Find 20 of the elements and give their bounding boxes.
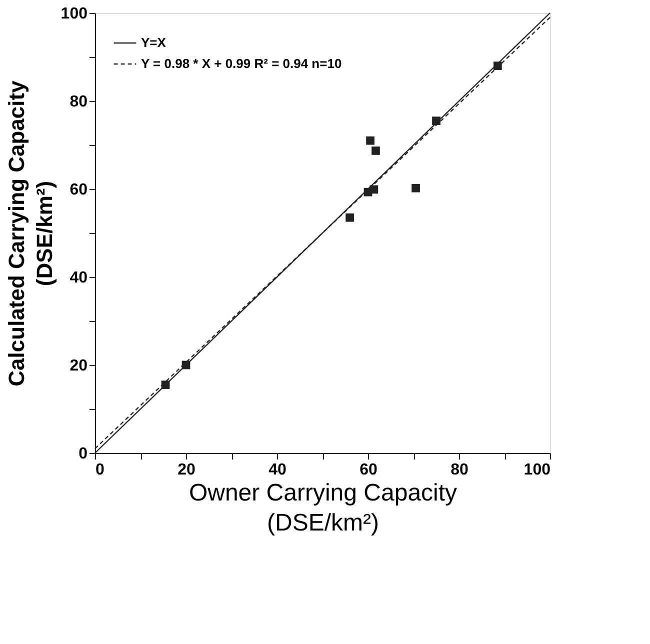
x-tick-label: 20 [178, 462, 196, 478]
point [346, 213, 354, 222]
x-tick-label: 0 [96, 462, 104, 478]
point [372, 146, 380, 155]
legend-label: Y=X [141, 35, 166, 50]
x-tick-label: 40 [268, 462, 286, 478]
y-axis-title: Calculated Carrying Capacity (DSE/km²) [4, 80, 57, 386]
y-tick-label: 80 [70, 94, 88, 110]
y-tick-label: 40 [70, 270, 88, 286]
x-tick-label: 100 [524, 462, 551, 478]
y-tick-label: 20 [70, 358, 88, 374]
x-tick-label: 80 [450, 462, 468, 478]
y-tick-label: 60 [70, 182, 88, 198]
point [412, 184, 420, 192]
legend-label: Y = 0.98 * X + 0.99 R² = 0.94 n=10 [141, 56, 342, 71]
y-tick-label: 0 [78, 446, 88, 462]
x-tick-label: 60 [360, 462, 378, 478]
point [366, 136, 374, 145]
x-axis-title: Owner Carrying Capacity (DSE/km²) [188, 480, 458, 536]
y-tick-label: 100 [60, 6, 88, 22]
